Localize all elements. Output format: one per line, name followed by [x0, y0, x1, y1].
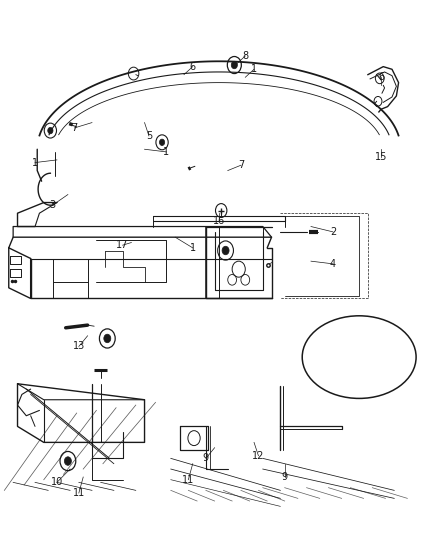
Text: 3: 3 [49, 200, 56, 210]
Text: 16: 16 [213, 216, 225, 226]
Text: 14: 14 [331, 366, 343, 375]
Text: 9: 9 [282, 472, 288, 482]
Text: 12: 12 [252, 451, 265, 461]
Circle shape [48, 127, 53, 134]
Circle shape [231, 61, 237, 69]
Text: 6: 6 [190, 62, 196, 71]
Text: 6: 6 [378, 72, 384, 82]
Circle shape [104, 334, 111, 343]
Text: 7: 7 [71, 123, 78, 133]
Text: 15: 15 [375, 152, 387, 162]
Text: 13: 13 [73, 342, 85, 351]
Text: 1: 1 [163, 147, 170, 157]
Ellipse shape [302, 316, 416, 399]
Text: 17: 17 [117, 240, 129, 250]
Text: 9: 9 [203, 454, 209, 463]
Text: 1: 1 [190, 243, 196, 253]
Text: 11: 11 [73, 488, 85, 498]
Text: 5: 5 [146, 131, 152, 141]
Text: 7: 7 [238, 160, 244, 170]
Text: 11: 11 [182, 475, 194, 484]
Text: 1: 1 [32, 158, 38, 167]
Text: 2: 2 [330, 227, 336, 237]
Circle shape [159, 139, 165, 146]
Text: 4: 4 [330, 259, 336, 269]
Text: 1: 1 [251, 64, 257, 74]
Circle shape [222, 246, 229, 255]
Text: 8: 8 [242, 51, 248, 61]
Circle shape [64, 457, 71, 465]
Text: 10: 10 [51, 478, 63, 487]
